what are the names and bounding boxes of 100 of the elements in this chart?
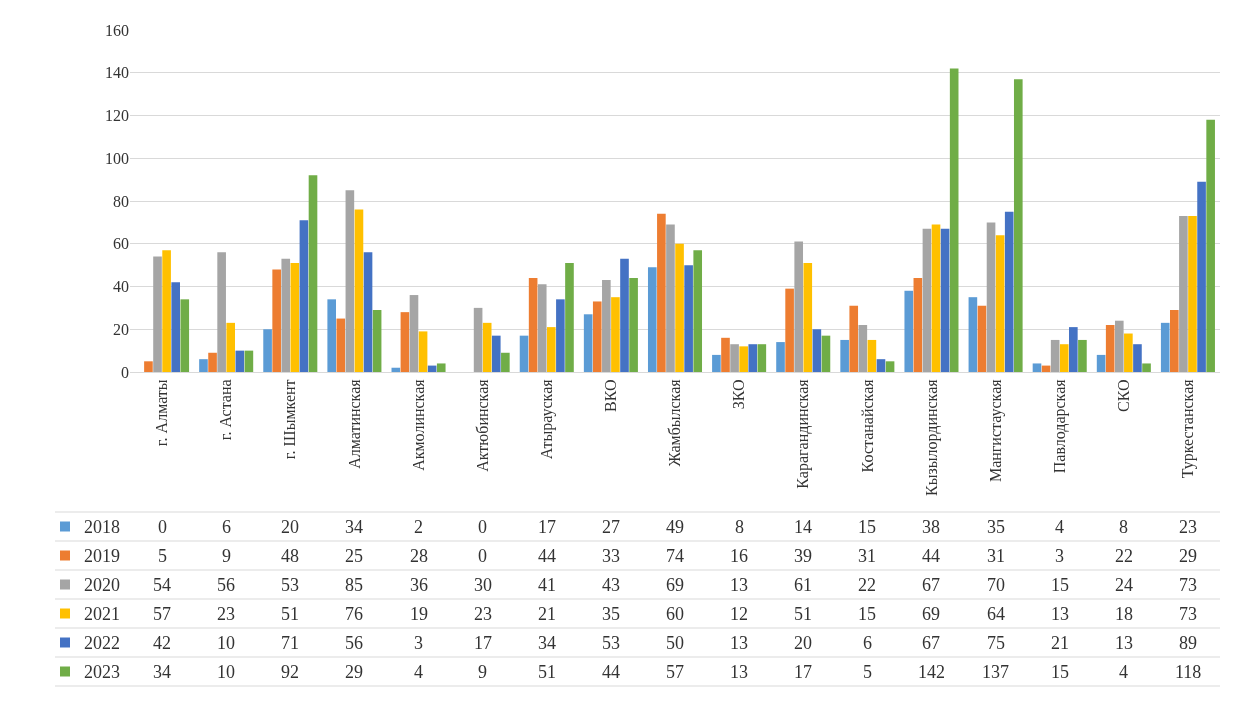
x-tick-label: г. Алматы [153, 379, 171, 447]
bar [1078, 339, 1087, 372]
data-label: 13 [730, 633, 748, 653]
data-label: 31 [858, 546, 876, 566]
data-label: 56 [217, 575, 235, 595]
bar [611, 297, 620, 372]
data-label: 17 [538, 517, 556, 537]
legend-label: 2018 [84, 517, 120, 537]
bar [922, 228, 932, 372]
data-label: 6 [222, 517, 231, 537]
data-label: 54 [153, 575, 171, 595]
bar [785, 288, 794, 372]
bar [491, 335, 501, 372]
data-label: 49 [666, 517, 684, 537]
data-label: 13 [730, 575, 748, 595]
bar [629, 277, 638, 372]
bar [272, 269, 281, 372]
bar [583, 314, 593, 372]
data-label: 6 [863, 633, 872, 653]
bar [647, 267, 657, 372]
bar [712, 354, 721, 372]
data-label: 51 [794, 604, 812, 624]
data-label: 69 [666, 575, 684, 595]
data-label: 53 [602, 633, 620, 653]
x-tick-label: г. Шымкент [281, 379, 299, 460]
data-label: 61 [794, 575, 812, 595]
bar [1188, 215, 1197, 372]
bar [1206, 119, 1215, 372]
x-tick-label: ЗКО [730, 379, 748, 410]
y-tick-label: 80 [113, 192, 129, 210]
bar [986, 222, 996, 372]
bar [794, 241, 804, 372]
bar [684, 265, 693, 372]
bar [821, 335, 831, 372]
data-label: 56 [345, 633, 363, 653]
bar [180, 299, 190, 372]
bar [1105, 324, 1115, 372]
x-tick-label: г. Астана [217, 379, 235, 441]
data-label: 34 [153, 662, 171, 682]
bar [199, 359, 208, 372]
bar [858, 324, 868, 372]
data-label: 30 [474, 575, 492, 595]
data-label: 73 [1179, 604, 1197, 624]
bar [803, 262, 813, 372]
bar [1032, 363, 1042, 372]
x-tick-label: Туркестанская [1179, 378, 1198, 479]
data-label: 41 [538, 575, 556, 595]
data-label: 2 [414, 517, 423, 537]
bar [162, 250, 171, 372]
data-label: 76 [345, 604, 363, 624]
data-label: 38 [922, 517, 940, 537]
data-label: 60 [666, 604, 684, 624]
legend-label: 2023 [84, 662, 120, 682]
y-tick-label: 160 [105, 21, 129, 39]
data-label: 15 [1051, 575, 1069, 595]
data-label: 44 [602, 662, 620, 682]
bar [226, 322, 236, 372]
bar [1013, 79, 1023, 372]
data-label: 71 [281, 633, 299, 653]
bar [171, 282, 180, 372]
bar [208, 352, 217, 372]
legend-label: 2021 [84, 604, 120, 624]
bar [940, 228, 950, 372]
bar [556, 299, 565, 372]
bar [693, 250, 703, 372]
x-tick-label: Карагандинская [794, 378, 813, 489]
data-label: 5 [863, 662, 872, 682]
bar [501, 352, 510, 372]
bar [1160, 322, 1170, 372]
data-label: 35 [987, 517, 1005, 537]
data-label: 33 [602, 546, 620, 566]
bar [363, 252, 373, 372]
bar [418, 331, 428, 372]
bar [436, 363, 446, 372]
data-label: 15 [1051, 662, 1069, 682]
data-label: 43 [602, 575, 620, 595]
data-label: 89 [1179, 633, 1197, 653]
legend-label: 2020 [84, 575, 120, 595]
x-tick-label: Жамбылская [666, 378, 684, 467]
bar [995, 235, 1005, 372]
data-label: 3 [414, 633, 423, 653]
y-tick-label: 0 [121, 363, 129, 381]
bar [1096, 354, 1106, 372]
bar [153, 256, 162, 372]
x-tick-label: Павлодарская [1050, 378, 1069, 474]
bar [473, 307, 483, 372]
data-label: 19 [410, 604, 428, 624]
data-label: 22 [858, 575, 876, 595]
y-tick-label: 100 [105, 149, 129, 167]
data-label: 13 [1051, 604, 1069, 624]
data-label: 29 [345, 662, 363, 682]
data-label: 137 [982, 662, 1009, 682]
data-label: 3 [1055, 546, 1064, 566]
bar [1170, 310, 1179, 372]
bar [1197, 181, 1206, 372]
bar [1124, 333, 1133, 372]
data-label: 4 [1055, 517, 1064, 537]
x-tick-label: Костанайская [858, 378, 876, 473]
bar [757, 344, 767, 372]
data-label: 28 [410, 546, 428, 566]
